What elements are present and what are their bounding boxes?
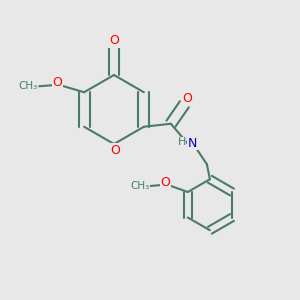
Text: H: H [178, 137, 186, 147]
Text: N: N [188, 137, 197, 150]
Text: O: O [160, 176, 170, 189]
Text: CH₃: CH₃ [18, 81, 38, 91]
Text: O: O [52, 76, 62, 89]
Text: CH₃: CH₃ [130, 181, 149, 191]
Text: O: O [111, 143, 120, 157]
Text: O: O [109, 34, 119, 47]
Text: O: O [182, 92, 192, 105]
